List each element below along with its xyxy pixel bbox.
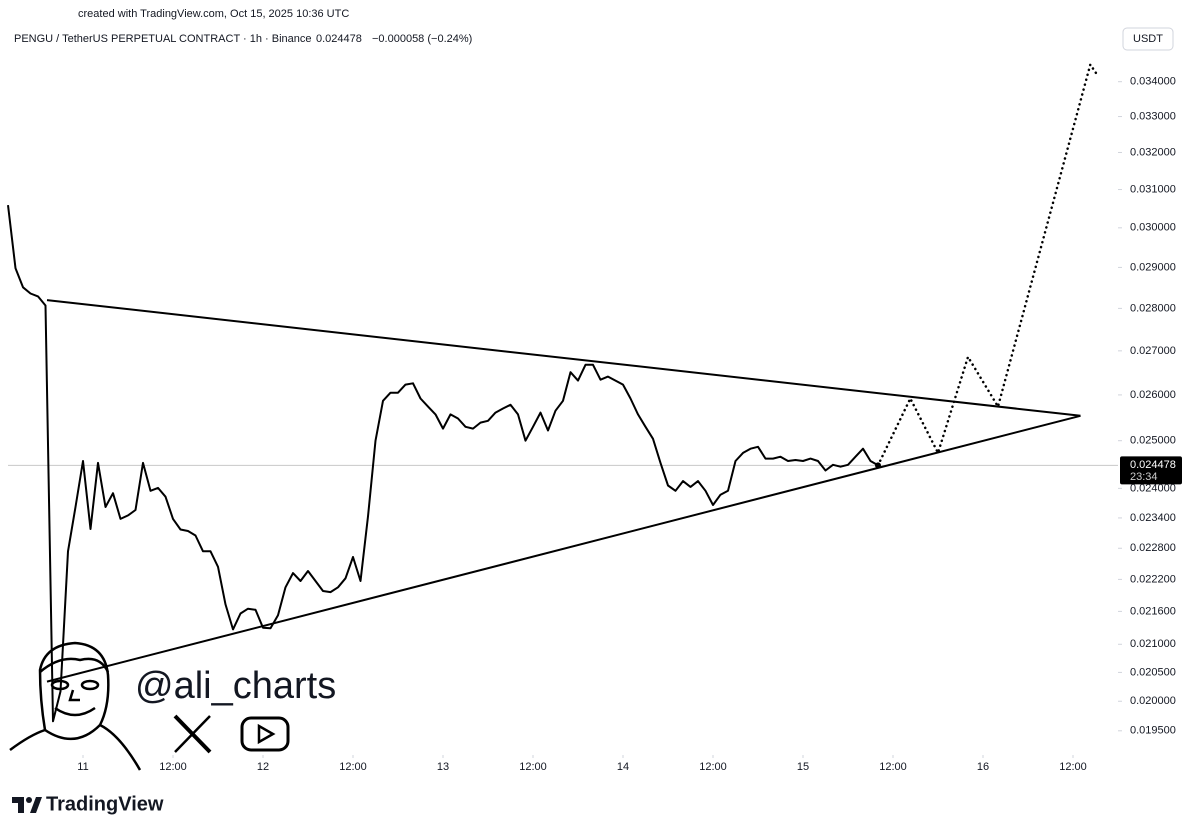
y-tick-label: 0.034000 bbox=[1130, 76, 1176, 88]
x-tick-label: 14 bbox=[617, 761, 629, 773]
x-tick-label: 12:00 bbox=[519, 761, 547, 773]
last-price-box bbox=[1120, 456, 1182, 485]
currency[interactable]: USDT bbox=[1133, 33, 1163, 45]
y-tick-label: 0.032000 bbox=[1130, 146, 1176, 158]
x-tick-label: 16 bbox=[977, 761, 989, 773]
brand-logo bbox=[12, 797, 42, 813]
x-tick-label: 12:00 bbox=[1059, 761, 1087, 773]
x-tick-label: 13 bbox=[437, 761, 449, 773]
y-tick-label: 0.028000 bbox=[1130, 302, 1176, 314]
y-tick-label: 0.024000 bbox=[1130, 482, 1176, 494]
y-tick-label: 0.020500 bbox=[1130, 666, 1176, 678]
last-point bbox=[875, 462, 881, 469]
y-tick-label: 0.033000 bbox=[1130, 110, 1176, 122]
y-tick-label: 0.019500 bbox=[1130, 725, 1176, 737]
y-tick-label: 0.023400 bbox=[1130, 512, 1176, 524]
header-change: −0.000058 (−0.24%) bbox=[372, 33, 472, 45]
price-line bbox=[46, 299, 1081, 417]
header-price: 0.024478 bbox=[316, 33, 362, 45]
x-tick-label: 15 bbox=[797, 761, 809, 773]
last-price-label: 0.024478 bbox=[1130, 459, 1176, 471]
created-note: created with TradingView.com, Oct 15, 20… bbox=[78, 8, 349, 20]
youtube-logo bbox=[240, 716, 290, 752]
brand: TradingView bbox=[46, 793, 164, 815]
y-tick-label: 0.027000 bbox=[1130, 345, 1176, 357]
currency-box[interactable] bbox=[1122, 27, 1174, 51]
y-tick-label: 0.025000 bbox=[1130, 435, 1176, 447]
watermark: @ali_charts bbox=[135, 665, 336, 707]
y-tick-label: 0.029000 bbox=[1130, 261, 1176, 273]
y-tick-label: 0.026000 bbox=[1130, 389, 1176, 401]
countdown: 23:34 bbox=[1130, 471, 1158, 483]
avatar bbox=[9, 641, 142, 771]
x-tick-label: 12:00 bbox=[699, 761, 727, 773]
y-tick-label: 0.021000 bbox=[1130, 638, 1176, 650]
y-tick-label: 0.022800 bbox=[1130, 542, 1176, 554]
y-tick-label: 0.022200 bbox=[1130, 573, 1176, 585]
symbol: PENGU / TetherUS PERPETUAL CONTRACT · 1h… bbox=[14, 33, 312, 45]
price-line bbox=[7, 204, 879, 723]
x-tick-label: 12 bbox=[257, 761, 269, 773]
x-tick-label: 12:00 bbox=[339, 761, 367, 773]
y-tick-label: 0.031000 bbox=[1130, 183, 1176, 195]
x-tick-label: 11 bbox=[77, 761, 88, 773]
plot-area: 0.019500 0.020000 0.020500 0.021000 0.021600… bbox=[7, 63, 1182, 773]
x-tick-label: 12:00 bbox=[159, 761, 187, 773]
price-line bbox=[46, 414, 1081, 683]
y-tick-label: 0.030000 bbox=[1130, 222, 1176, 234]
y-tick-label: 0.020000 bbox=[1130, 695, 1176, 707]
projection-line bbox=[876, 63, 1099, 467]
y-tick-label: 0.021600 bbox=[1130, 605, 1176, 617]
x-logo bbox=[173, 714, 212, 754]
x-tick-label: 12:00 bbox=[879, 761, 907, 773]
